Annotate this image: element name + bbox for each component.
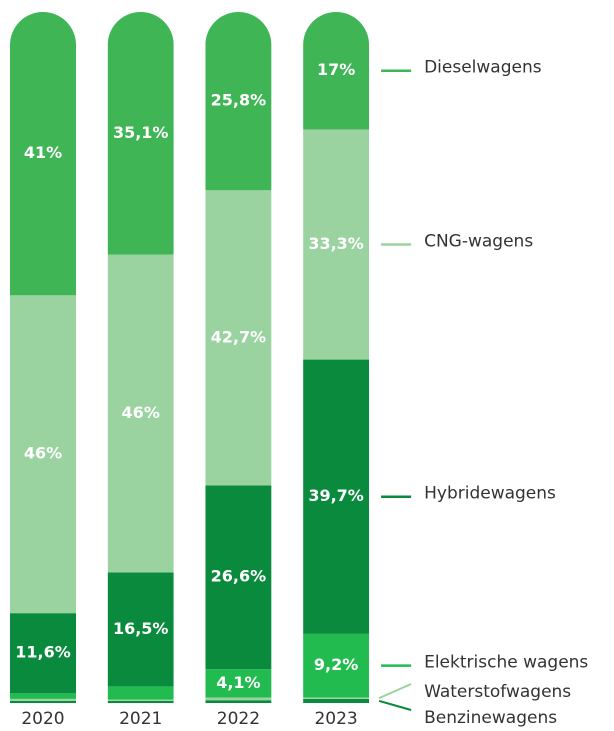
x-tick-label: 2023 [314,709,357,729]
bar-segment [107,700,174,703]
bar-segment [107,12,174,255]
legend-label: Dieselwagens [424,58,542,78]
x-tick-label: 2021 [119,709,162,729]
bar-segment [10,698,76,701]
bar-segment [303,633,370,698]
bar-segment [205,190,272,486]
bar-segment [10,693,76,699]
bar-segment [107,572,174,687]
bar-segment [107,699,174,701]
bar-group [107,12,174,703]
value-label: 25,8% [211,91,267,110]
bar-segment [10,295,76,614]
bar-group [205,12,272,703]
bar-segment [303,129,370,360]
bar-segment [205,669,272,698]
legend-label: Hybridewagens [424,484,556,504]
bar-segment [205,12,272,191]
value-label: 46% [24,444,62,463]
bar-segment [205,485,272,670]
bar-segment [10,12,76,296]
bar-group [10,12,76,703]
bar-segment [205,700,272,703]
legend-label: Elektrische wagens [424,653,588,673]
value-label: 41% [24,143,62,162]
value-label: 46% [122,403,160,422]
legend-label: CNG-wagens [424,232,533,252]
value-label: 16,5% [113,619,169,638]
value-label: 4,1% [216,673,260,692]
legend-line [378,683,412,700]
bar-segment [107,254,174,573]
bar-segment [205,697,272,701]
value-label: 11,6% [15,643,71,662]
value-label: 33,3% [308,234,364,253]
value-label: 26,6% [211,567,267,586]
bar-segment [10,700,76,703]
bar-segment [303,698,370,703]
bar-segment [303,12,370,130]
bar-group [303,12,370,703]
legend-line [378,699,412,711]
value-label: 39,7% [308,486,364,505]
value-label: 17% [317,60,355,79]
value-label: 35,1% [113,123,169,142]
x-tick-label: 2022 [217,709,260,729]
value-label: 9,2% [314,655,358,674]
value-label: 42,7% [211,327,267,346]
x-tick-label: 2020 [21,709,64,729]
bar-segment [303,697,370,699]
bar-segment [107,686,174,700]
bar-segment [303,359,370,634]
legend-label: Waterstofwagens [424,682,571,702]
bar-segment [10,613,76,694]
legend-label: Benzinewagens [424,708,557,728]
